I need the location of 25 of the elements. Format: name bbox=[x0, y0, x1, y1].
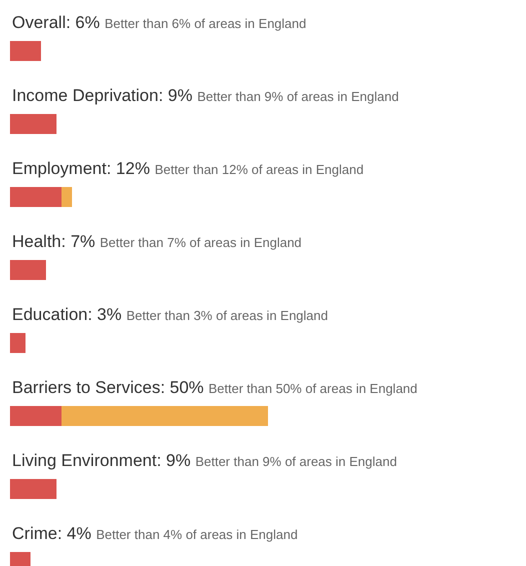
annotation: Better than 9% of areas in England bbox=[197, 89, 399, 104]
annotation: Better than 9% of areas in England bbox=[195, 454, 397, 469]
y-tick-label: Living Environment: 9% bbox=[12, 451, 191, 470]
annotation: Better than 4% of areas in England bbox=[96, 527, 298, 542]
bar bbox=[62, 187, 72, 207]
y-tick-label: Overall: 6% bbox=[12, 13, 100, 32]
y-tick-label: Health: 7% bbox=[12, 232, 96, 251]
bar bbox=[62, 406, 268, 426]
annotation: Better than 50% of areas in England bbox=[208, 381, 418, 396]
y-tick-label: Crime: 4% bbox=[12, 524, 92, 543]
y-tick-label: Income Deprivation: 9% bbox=[12, 86, 192, 105]
annotation: Better than 3% of areas in England bbox=[126, 308, 328, 323]
annotation: Better than 6% of areas in England bbox=[104, 16, 306, 31]
y-tick-label: Education: 3% bbox=[12, 305, 122, 324]
y-tick-label: Employment: 12% bbox=[12, 159, 150, 178]
bar bbox=[10, 114, 56, 134]
bar bbox=[10, 406, 62, 426]
bar bbox=[10, 187, 62, 207]
bar bbox=[10, 479, 56, 499]
bar bbox=[10, 260, 46, 280]
annotation: Better than 12% of areas in England bbox=[154, 162, 364, 177]
y-tick-label: Barriers to Services: 50% bbox=[12, 378, 204, 397]
annotation: Better than 7% of areas in England bbox=[100, 235, 302, 250]
bar bbox=[10, 333, 26, 353]
bar bbox=[10, 41, 41, 61]
